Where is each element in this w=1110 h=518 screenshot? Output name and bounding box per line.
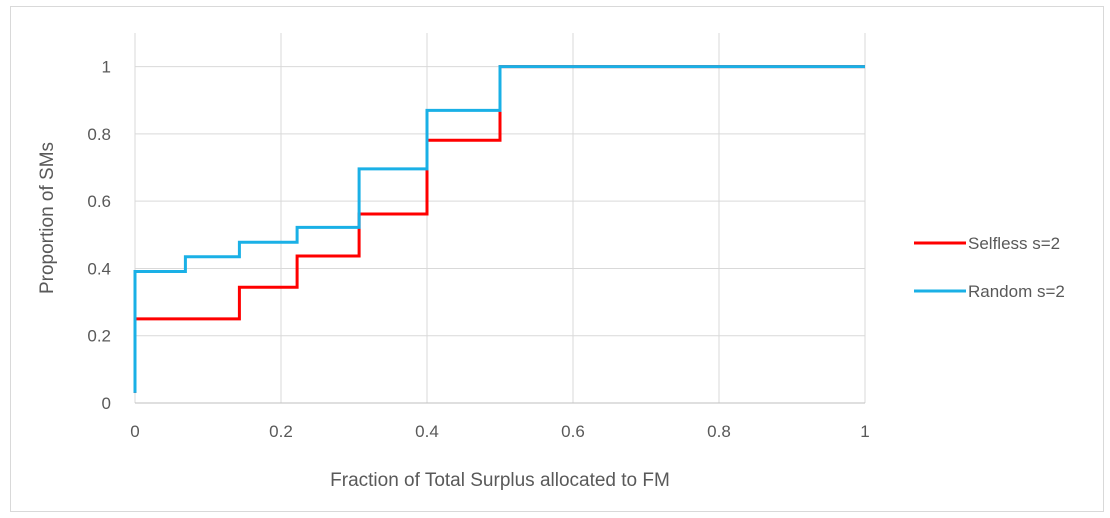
legend: Selfless s=2 Random s=2 bbox=[914, 234, 1065, 301]
series-line-random bbox=[133, 65, 865, 393]
x-tick-label: 1 bbox=[860, 422, 869, 441]
y-tick-label: 1 bbox=[102, 58, 111, 77]
x-tick-label: 0.4 bbox=[415, 422, 439, 441]
y-tick-label: 0 bbox=[102, 394, 111, 413]
x-axis-title: Fraction of Total Surplus allocated to F… bbox=[330, 470, 670, 491]
y-tick-label: 0.8 bbox=[87, 125, 111, 144]
tick-labels: 0 0.2 0.4 0.6 0.8 1 0 0.2 0.4 0.6 0.8 1 bbox=[87, 58, 869, 441]
x-tick-label: 0 bbox=[130, 422, 139, 441]
x-tick-label: 0.8 bbox=[707, 422, 731, 441]
series-line-selfless bbox=[133, 65, 865, 393]
y-tick-label: 0.4 bbox=[87, 259, 111, 278]
y-axis-title: Proportion of SMs bbox=[37, 142, 58, 294]
series-lines bbox=[133, 65, 865, 393]
line-chart: 0 0.2 0.4 0.6 0.8 1 0 0.2 0.4 0.6 0.8 1 Fraction of… bbox=[37, 33, 1065, 491]
x-tick-label: 0.2 bbox=[269, 422, 293, 441]
x-tick-label: 0.6 bbox=[561, 422, 585, 441]
legend-label: Random s=2 bbox=[968, 282, 1065, 301]
legend-label: Selfless s=2 bbox=[968, 234, 1060, 253]
y-tick-label: 0.6 bbox=[87, 192, 111, 211]
gridlines bbox=[134, 33, 866, 403]
y-tick-label: 0.2 bbox=[87, 327, 111, 346]
chart-frame: 0 0.2 0.4 0.6 0.8 1 0 0.2 0.4 0.6 0.8 1 Fraction of… bbox=[10, 6, 1104, 512]
